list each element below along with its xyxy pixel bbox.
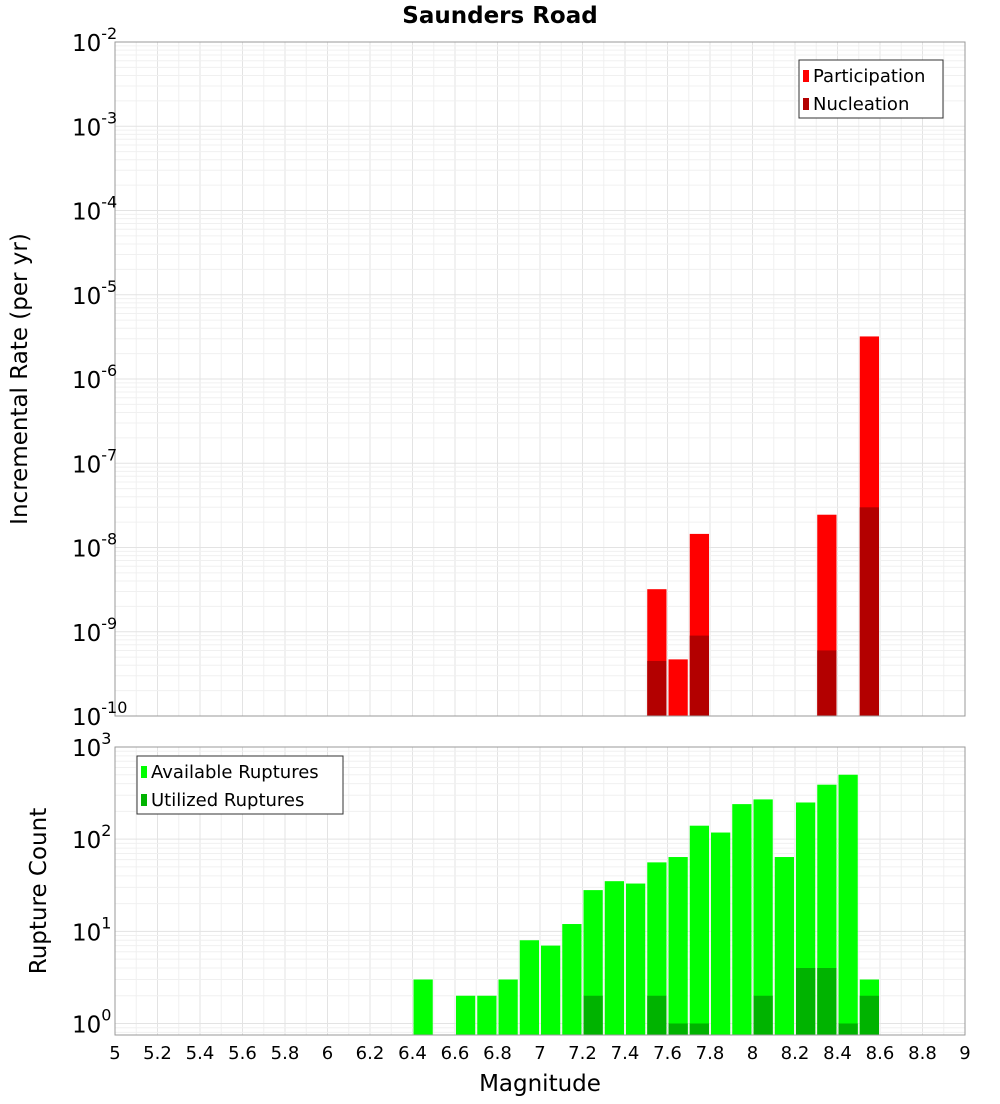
y-tick-label: 10-7 bbox=[72, 445, 117, 478]
x-tick-label: 8.2 bbox=[781, 1043, 810, 1064]
x-tick-label: 7.2 bbox=[568, 1043, 597, 1064]
bar-available-ruptures bbox=[562, 924, 582, 1035]
grid-lines bbox=[114, 42, 966, 717]
bar-available-ruptures bbox=[541, 945, 561, 1035]
bar-utilized-ruptures bbox=[817, 967, 837, 1035]
x-tick-label: 6.4 bbox=[398, 1043, 427, 1064]
bar-available-ruptures bbox=[477, 995, 497, 1035]
bottom-plot-panel: 103 102 101 100 Available Ruptures Utilized R… bbox=[72, 729, 966, 1038]
bars bbox=[413, 774, 879, 1035]
bar-utilized-ruptures bbox=[859, 995, 879, 1035]
x-tick-label: 8 bbox=[747, 1043, 758, 1064]
bar-utilized-ruptures bbox=[796, 967, 816, 1035]
bar-available-ruptures bbox=[753, 799, 773, 1035]
x-tick-label: 5.8 bbox=[271, 1043, 300, 1064]
bar-available-ruptures bbox=[689, 825, 709, 1035]
bar-available-ruptures bbox=[647, 862, 667, 1035]
y-tick-label: 10-10 bbox=[72, 698, 127, 731]
y-tick-label: 10-5 bbox=[72, 277, 117, 310]
legend-label: Available Ruptures bbox=[151, 762, 319, 783]
x-tick-label: 5 bbox=[109, 1043, 120, 1064]
y-tick-label: 10-8 bbox=[72, 530, 117, 563]
legend-swatch bbox=[803, 98, 809, 110]
bar-nucleation bbox=[859, 507, 879, 716]
legend-label: Nucleation bbox=[813, 94, 909, 115]
x-tick-label: 5.6 bbox=[228, 1043, 257, 1064]
plot-frame bbox=[114, 746, 966, 1036]
x-axis-label: Magnitude bbox=[479, 1071, 601, 1097]
bar-available-ruptures bbox=[711, 832, 731, 1035]
bar-utilized-ruptures bbox=[583, 995, 603, 1035]
y-tick-label: 102 bbox=[72, 821, 111, 854]
bars bbox=[647, 336, 879, 716]
x-tick-label: 8.6 bbox=[866, 1043, 895, 1064]
legend: Participation Nucleation bbox=[798, 59, 944, 119]
bar-available-ruptures bbox=[626, 883, 646, 1035]
bar-available-ruptures bbox=[604, 881, 624, 1035]
legend-swatch bbox=[141, 794, 147, 806]
legend-box bbox=[136, 755, 344, 815]
y-tick-label: 10-9 bbox=[72, 614, 117, 647]
y-tick-label: 101 bbox=[72, 913, 111, 946]
bar-utilized-ruptures bbox=[647, 995, 667, 1035]
legend-box bbox=[798, 59, 944, 119]
y-tick-label: 10-3 bbox=[72, 108, 117, 141]
bar-available-ruptures bbox=[838, 774, 858, 1035]
legend-swatch bbox=[141, 766, 147, 778]
bar-utilized-ruptures bbox=[689, 1023, 709, 1035]
legend-swatch bbox=[803, 70, 809, 82]
legend: Available Ruptures Utilized Ruptures bbox=[136, 755, 344, 815]
top-y-axis-label: Incremental Rate (per yr) bbox=[7, 233, 33, 525]
bar-participation bbox=[668, 659, 688, 716]
bar-available-ruptures bbox=[732, 804, 752, 1035]
bar-available-ruptures bbox=[413, 979, 433, 1035]
x-tick-label: 7.8 bbox=[696, 1043, 725, 1064]
x-tick-label: 7 bbox=[534, 1043, 545, 1064]
y-tick-label: 103 bbox=[72, 729, 111, 762]
top-plot-panel: 10-2 10-3 10-4 10-5 10-6 10-7 10-8 10-9 10-10 Par… bbox=[72, 24, 966, 731]
bar-utilized-ruptures bbox=[668, 1023, 688, 1035]
bottom-y-axis-label: Rupture Count bbox=[26, 808, 52, 974]
x-tick-label: 9 bbox=[959, 1043, 970, 1064]
y-tick-label: 10-4 bbox=[72, 193, 117, 226]
plot-frame bbox=[114, 41, 966, 717]
x-tick-label: 5.2 bbox=[143, 1043, 172, 1064]
x-tick-labels: 5 5.2 5.4 5.6 5.8 6 6.2 6.4 6.6 6.8 7 7.2 7.4 7.6 7.8 8… bbox=[109, 1043, 970, 1064]
x-tick-label: 7.6 bbox=[653, 1043, 682, 1064]
y-tick-label: 10-6 bbox=[72, 361, 117, 394]
x-tick-label: 7.4 bbox=[611, 1043, 640, 1064]
chart-title: Saunders Road bbox=[402, 3, 597, 29]
y-tick-label: 100 bbox=[72, 1005, 111, 1038]
x-tick-label: 6 bbox=[322, 1043, 333, 1064]
legend-label: Utilized Ruptures bbox=[151, 790, 304, 811]
bar-available-ruptures bbox=[774, 857, 794, 1035]
bar-available-ruptures bbox=[498, 979, 518, 1035]
y-tick-labels: 103 102 101 100 bbox=[72, 729, 111, 1038]
bar-utilized-ruptures bbox=[753, 995, 773, 1035]
bar-nucleation bbox=[689, 635, 709, 716]
bar-available-ruptures bbox=[668, 857, 688, 1035]
x-tick-label: 6.2 bbox=[356, 1043, 385, 1064]
bar-available-ruptures bbox=[519, 940, 539, 1035]
x-tick-label: 8.4 bbox=[823, 1043, 852, 1064]
x-tick-label: 6.8 bbox=[483, 1043, 512, 1064]
x-tick-label: 5.4 bbox=[186, 1043, 215, 1064]
y-tick-label: 10-2 bbox=[72, 24, 117, 57]
bar-utilized-ruptures bbox=[838, 1023, 858, 1035]
x-tick-label: 8.8 bbox=[908, 1043, 937, 1064]
bar-nucleation bbox=[817, 650, 837, 716]
legend-label: Participation bbox=[813, 66, 925, 87]
y-tick-labels: 10-2 10-3 10-4 10-5 10-6 10-7 10-8 10-9 10-10 bbox=[72, 24, 127, 731]
bar-available-ruptures bbox=[456, 995, 476, 1035]
x-tick-label: 6.6 bbox=[441, 1043, 470, 1064]
bar-nucleation bbox=[647, 660, 667, 716]
